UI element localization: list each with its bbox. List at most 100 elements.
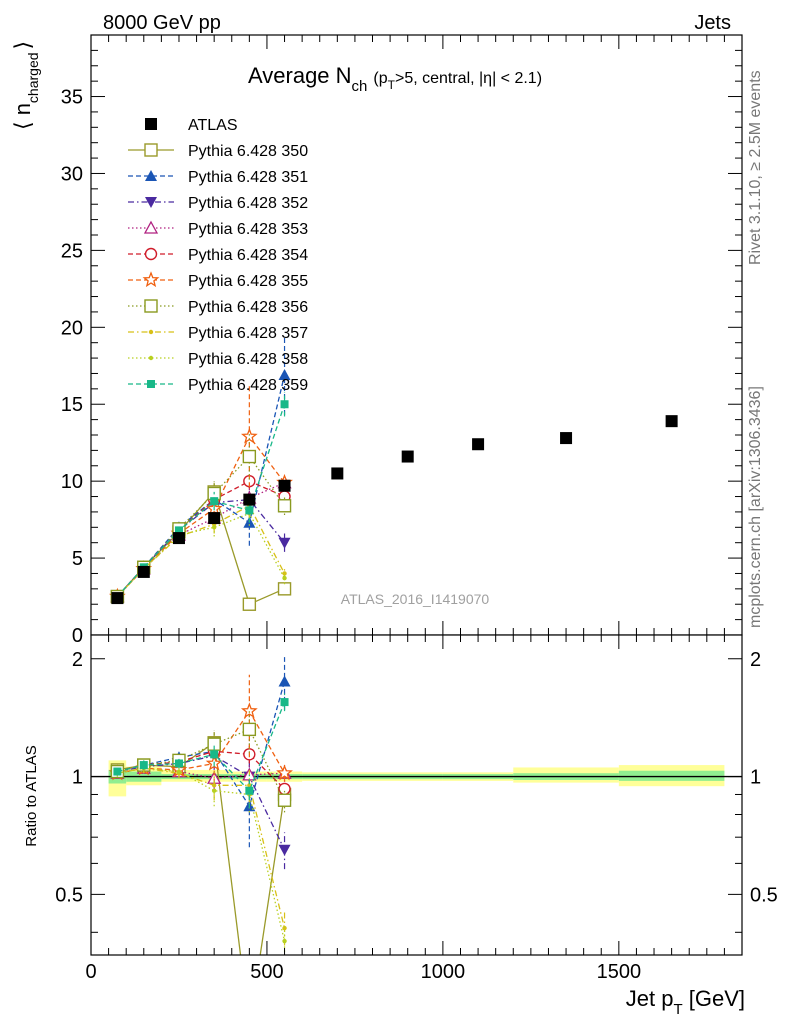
- legend-marker: [144, 143, 158, 157]
- ratio-y-tick-label: 2: [72, 649, 83, 671]
- ratio-line: [117, 767, 286, 929]
- data-point: [277, 582, 292, 596]
- data-point: [282, 571, 287, 576]
- uncertainty-band-inner: [618, 770, 725, 781]
- legend-label: Pythia 6.428 350: [188, 143, 308, 160]
- data-point: [111, 592, 124, 605]
- ratio-frame: [90, 634, 743, 956]
- series-line: [116, 512, 286, 597]
- data-point: [174, 526, 183, 535]
- ratio-line: [117, 755, 286, 851]
- legend-entry: Pythia 6.428 359: [128, 377, 308, 394]
- data-point: [243, 493, 256, 506]
- ratio-point: [243, 1020, 255, 1024]
- ratio-point: [282, 938, 287, 944]
- ratio-point: [240, 702, 258, 719]
- legend-marker: [142, 271, 160, 288]
- legend-label: Pythia 6.428 358: [188, 351, 308, 368]
- legend-entry: Pythia 6.428 354: [128, 247, 308, 264]
- y-tick-label: 30: [61, 163, 83, 185]
- analysis-watermark: ATLAS_2016_I1419070: [341, 591, 490, 607]
- y-tick-label: 5: [72, 548, 83, 570]
- rivet-version-label: Rivet 3.1.10, ≥ 2.5M events: [747, 70, 764, 265]
- ratio-plot-area: [91, 635, 742, 955]
- ratio-series-pythia-6-428-359: [113, 693, 289, 809]
- legend-label: ATLAS: [188, 117, 238, 134]
- legend-marker: [144, 299, 158, 313]
- data-point: [242, 449, 257, 464]
- ratio-point: [245, 786, 254, 795]
- legend-entry: Pythia 6.428 357: [128, 325, 308, 342]
- legend-entry: Pythia 6.428 350: [128, 143, 308, 160]
- legend-label: Pythia 6.428 353: [188, 221, 308, 238]
- data-point: [210, 497, 219, 506]
- x-axis-label: Jet pT [GeV]: [626, 986, 745, 1018]
- ratio-point: [282, 925, 287, 931]
- legend-marker: [147, 380, 155, 388]
- data-point: [137, 565, 150, 578]
- main-axes: 0 5 10 15 20 25 30 35: [61, 34, 743, 647]
- ratio-axes: 0.5 0.5 1 1 2 2 0 500 1000 1500: [55, 634, 778, 983]
- main-panel: [91, 35, 742, 635]
- data-point: [277, 499, 292, 513]
- data-point: [278, 537, 291, 549]
- ratio-line: [117, 767, 285, 779]
- legend-entry: ATLAS: [145, 117, 238, 134]
- plot-title: Average Nch (pT>5, central, |η| < 2.1): [248, 63, 542, 95]
- ratio-line: [117, 728, 286, 801]
- legend-label: Pythia 6.428 357: [188, 325, 308, 342]
- ratio-line: [117, 750, 285, 790]
- legend-label: Pythia 6.428 351: [188, 169, 308, 186]
- data-point: [211, 525, 217, 530]
- legend-entry: Pythia 6.428 353: [128, 220, 308, 238]
- ratio-point: [277, 793, 292, 807]
- y-tick-label: 10: [61, 471, 83, 493]
- legend-marker: [143, 220, 159, 234]
- y-tick-label: 15: [61, 394, 83, 416]
- ratio-line: [117, 701, 286, 792]
- y-tick-label: 0: [72, 625, 83, 647]
- data-point: [282, 575, 287, 581]
- legend-marker: [148, 355, 154, 361]
- data-point: [472, 438, 485, 451]
- legend-label: Pythia 6.428 359: [188, 377, 308, 394]
- data-point: [245, 506, 254, 515]
- svg-text:⟨ ncharged⟩: ⟨ ncharged⟩: [10, 41, 41, 130]
- ratio-y-tick-label: 0.5: [55, 884, 83, 906]
- ratio-data-marks: [91, 657, 742, 1024]
- header-right: Jets: [694, 12, 731, 34]
- ratio-point: [210, 750, 219, 759]
- legend-entry: Pythia 6.428 356: [128, 299, 308, 316]
- legend-label: Pythia 6.428 354: [188, 247, 308, 264]
- x-tick-label: 0: [85, 961, 96, 983]
- ratio-point: [113, 767, 122, 776]
- main-plot-area: [91, 35, 742, 635]
- ratio-line: [117, 709, 286, 774]
- ratio-y-tick-label-right: 1: [750, 767, 761, 789]
- ratio-point: [139, 761, 148, 770]
- legend-marker: [145, 118, 157, 130]
- legend-label: Pythia 6.428 355: [188, 273, 308, 290]
- ratio-line: [117, 681, 286, 808]
- legend-entry: Pythia 6.428 358: [128, 351, 308, 368]
- ratio-point: [211, 788, 217, 793]
- ratio-series-group: [91, 657, 742, 1024]
- legend: ATLAS Pythia 6.428 350 Pythia 6.428 351 Pyt…: [128, 117, 308, 394]
- ratio-panel: [91, 635, 742, 955]
- legend-marker: [145, 170, 157, 181]
- ratio-point: [176, 769, 182, 774]
- ratio-y-tick-label-right: 2: [750, 649, 761, 671]
- y-tick-label: 20: [61, 317, 83, 339]
- header-left: 8000 GeV pp: [103, 12, 221, 34]
- data-point: [208, 512, 221, 525]
- ratio-point: [280, 698, 289, 707]
- data-point: [278, 479, 291, 492]
- legend-entry: Pythia 6.428 351: [128, 169, 308, 186]
- ratio-point: [278, 844, 291, 856]
- legend-label: Pythia 6.428 352: [188, 195, 308, 212]
- y-tick-label: 35: [61, 87, 83, 109]
- legend-marker: [144, 247, 158, 261]
- legend-label: Pythia 6.428 356: [188, 299, 308, 316]
